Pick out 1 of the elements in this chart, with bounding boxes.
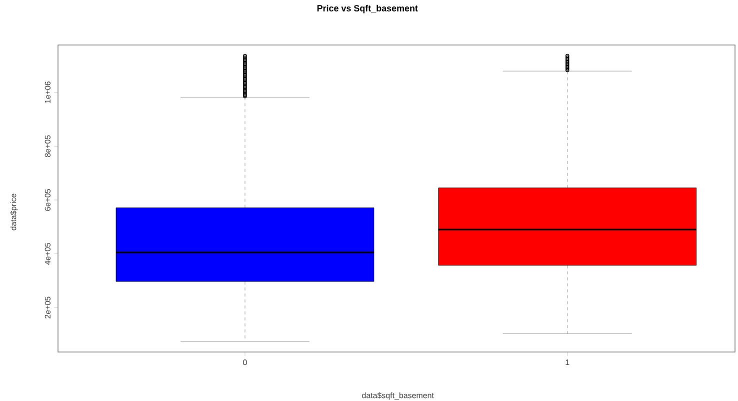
chart-title: Price vs Sqft_basement <box>317 4 418 14</box>
